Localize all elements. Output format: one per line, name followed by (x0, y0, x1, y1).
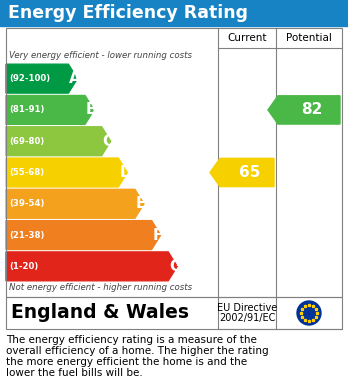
Text: (92-100): (92-100) (9, 74, 50, 83)
Bar (0, 0, 348, 26)
Text: the more energy efficient the home is and the: the more energy efficient the home is an… (6, 357, 247, 367)
Polygon shape (6, 158, 127, 187)
Text: Current: Current (227, 33, 267, 43)
Text: G: G (169, 259, 182, 274)
Bar (6, 28, 342, 297)
Text: The energy efficiency rating is a measure of the: The energy efficiency rating is a measur… (6, 335, 257, 345)
Text: A: A (69, 71, 81, 86)
Text: EU Directive: EU Directive (217, 303, 277, 313)
Text: (21-38): (21-38) (9, 231, 45, 240)
Circle shape (297, 301, 321, 325)
Polygon shape (6, 64, 77, 93)
Polygon shape (6, 189, 144, 218)
Text: Energy Efficiency Rating: Energy Efficiency Rating (8, 4, 248, 22)
Polygon shape (6, 127, 111, 156)
Text: (55-68): (55-68) (9, 168, 44, 177)
Text: 2002/91/EC: 2002/91/EC (219, 313, 275, 323)
Text: Very energy efficient - lower running costs: Very energy efficient - lower running co… (9, 51, 192, 60)
Bar (6, 297, 342, 329)
Text: E: E (136, 196, 147, 211)
Text: 65: 65 (239, 165, 261, 180)
Text: Potential: Potential (286, 33, 332, 43)
Text: lower the fuel bills will be.: lower the fuel bills will be. (6, 368, 143, 378)
Polygon shape (6, 95, 94, 124)
Polygon shape (268, 96, 340, 124)
Text: England & Wales: England & Wales (11, 303, 189, 323)
Text: C: C (103, 134, 114, 149)
Text: B: B (86, 102, 98, 117)
Polygon shape (210, 158, 274, 187)
Polygon shape (6, 221, 160, 249)
Text: F: F (153, 228, 163, 242)
Text: Not energy efficient - higher running costs: Not energy efficient - higher running co… (9, 283, 192, 292)
Text: D: D (119, 165, 132, 180)
Text: 82: 82 (301, 102, 323, 117)
Text: (69-80): (69-80) (9, 137, 44, 146)
Text: overall efficiency of a home. The higher the rating: overall efficiency of a home. The higher… (6, 346, 269, 356)
Text: (1-20): (1-20) (9, 262, 38, 271)
Text: (81-91): (81-91) (9, 106, 45, 115)
Text: (39-54): (39-54) (9, 199, 45, 208)
Polygon shape (6, 252, 177, 281)
